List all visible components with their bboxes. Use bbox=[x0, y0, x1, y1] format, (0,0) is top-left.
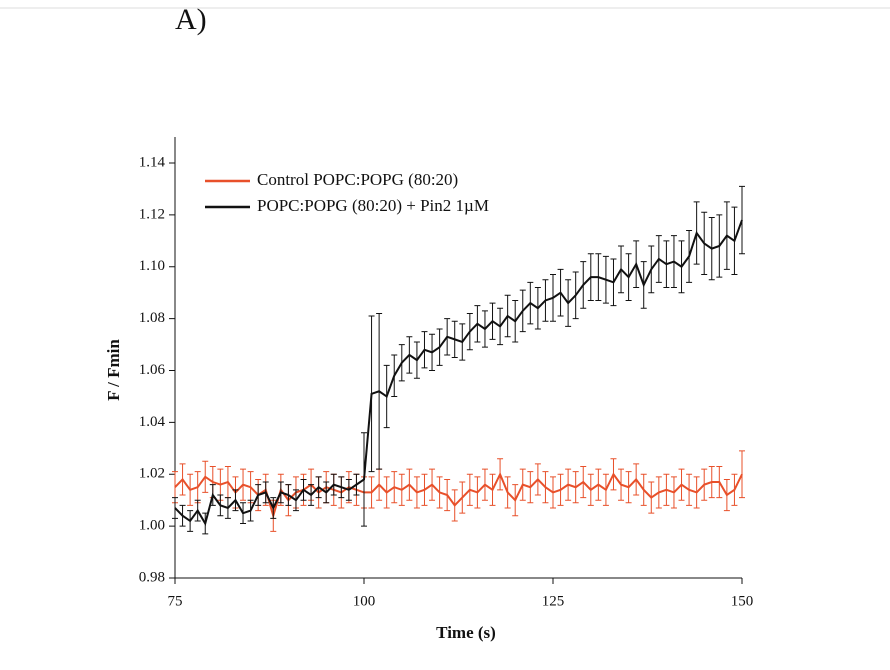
panel-label: A) bbox=[175, 3, 207, 36]
x-tick-label: 125 bbox=[542, 593, 565, 609]
legend-label: Control POPC:POPG (80:20) bbox=[257, 170, 458, 189]
y-tick-label: 1.14 bbox=[139, 154, 166, 170]
legend-label: POPC:POPG (80:20) + Pin2 1µM bbox=[257, 196, 489, 215]
y-tick-label: 0.98 bbox=[139, 569, 165, 585]
y-tick-label: 1.12 bbox=[139, 206, 165, 222]
y-tick-label: 1.02 bbox=[139, 466, 165, 482]
y-tick-label: 1.00 bbox=[139, 518, 165, 534]
y-tick-label: 1.04 bbox=[139, 414, 166, 430]
x-axis-label: Time (s) bbox=[436, 623, 496, 642]
x-tick-label: 150 bbox=[731, 593, 754, 609]
x-tick-label: 100 bbox=[353, 593, 376, 609]
series-line bbox=[174, 219, 743, 527]
series-line bbox=[174, 471, 743, 520]
y-tick-label: 1.08 bbox=[139, 310, 165, 326]
y-tick-label: 1.10 bbox=[139, 258, 165, 274]
y-axis-label: F / Fmin bbox=[104, 339, 123, 401]
x-tick-label: 75 bbox=[168, 593, 183, 609]
y-tick-label: 1.06 bbox=[139, 362, 166, 378]
